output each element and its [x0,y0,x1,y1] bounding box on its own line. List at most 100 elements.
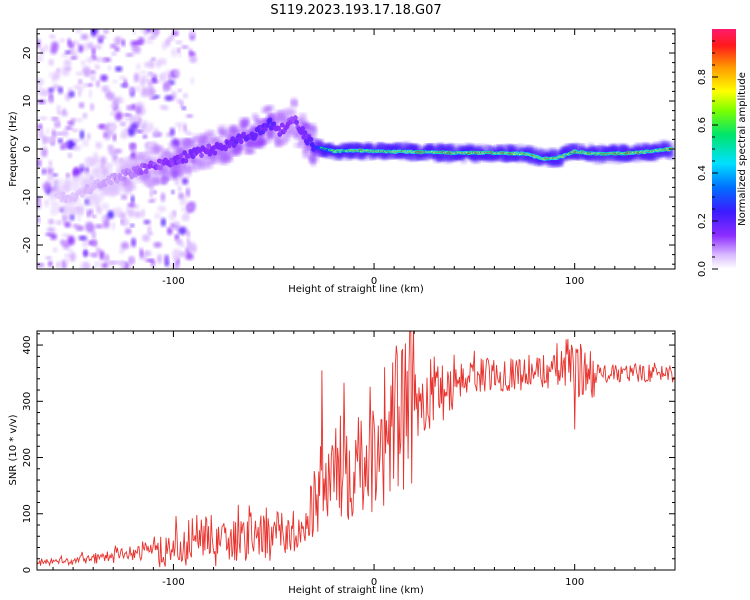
noise-blob [71,128,79,133]
noise-blob [129,256,135,264]
halo-blob [214,137,224,142]
halo-blob [260,138,268,145]
noise-blob [62,107,66,115]
noise-blob [181,45,189,49]
noise-blob [121,128,128,139]
noise-blob [189,51,196,57]
noise-blob [89,252,98,257]
noise-blob [130,104,137,111]
noise-blob [61,129,69,137]
y-tick-label: -20 [22,237,33,253]
noise-blob [165,37,171,47]
noise-blob [185,253,194,261]
noise-blob [179,99,184,109]
noise-blob [149,185,155,192]
noise-blob [146,87,156,98]
noise-blob [147,74,157,78]
noise-blob [143,29,148,37]
noise-blob [82,112,88,119]
noise-blob [67,120,75,126]
noise-blob [46,167,54,175]
noise-blob [84,156,93,167]
noise-blob [102,58,107,64]
halo-blob [404,154,413,160]
noise-blob [153,241,162,248]
noise-blob [51,173,58,177]
noise-blob [95,141,102,149]
noise-blob [86,42,94,50]
ridge-blob [108,180,114,186]
noise-blob [186,205,194,210]
noise-blob [109,104,116,109]
noise-blob [81,262,91,269]
halo-blob [308,127,318,134]
noise-blob [94,56,102,63]
x-tick-label: 0 [371,577,377,588]
ridge-blob [300,125,306,132]
noise-blob [94,261,100,267]
noise-blob [88,88,92,99]
noise-blob [77,89,82,98]
noise-blob [45,256,52,260]
figure-title: S119.2023.193.17.18.G07 [270,3,441,18]
ridge-blob [122,176,127,182]
noise-blob [157,253,162,264]
noise-blob [78,44,84,53]
ridge-blob [106,175,112,181]
ridge-blob [183,158,189,164]
noise-blob [83,43,87,52]
halo-blob [172,143,178,150]
noise-blob [137,37,145,45]
ridge-blob [178,152,184,159]
halo-blob [176,146,184,153]
noise-blob [127,208,135,218]
noise-blob [154,213,161,219]
noise-blob [63,59,72,67]
noise-blob [92,214,97,218]
noise-blob [140,124,147,130]
noise-blob [40,47,45,55]
colorbar-tick-label: 0.4 [697,165,708,181]
halo-blob [85,171,92,177]
top-y-ticks: -20 -10 0 10 20 [22,33,675,265]
top-y-axis-label: Frequency (Hz) [8,111,19,187]
noise-blob [114,47,120,52]
noise-blob [48,160,53,167]
snr-frame [36,330,676,571]
noise-blob [70,118,76,122]
noise-blob [179,197,187,207]
noise-blob [186,114,193,118]
halo-blob [163,149,171,156]
noise-blob [91,230,96,240]
noise-blob [107,65,112,71]
colorbar: 0.0 0.2 0.4 0.6 0.8 Normalized spectral ampl… [697,29,748,277]
noise-blob [44,44,49,52]
noise-blob [110,111,115,116]
noise-blob [159,74,164,81]
noise-blob [139,70,147,74]
colorbar-tick-label: 0.0 [697,261,708,277]
halo-blob [145,148,152,156]
noise-blob [48,218,54,225]
noise-blob [132,47,141,54]
noise-blob [144,61,152,68]
noise-blob [189,56,198,63]
noise-blob [119,75,127,81]
y-tick-label: 200 [22,448,33,467]
ridge-blob [70,192,76,198]
noise-blob [89,102,94,112]
noise-blob [73,84,81,90]
ridge-blob [238,138,244,145]
noise-blob [100,74,108,82]
noise-blob [64,222,71,228]
noise-blob [183,211,190,221]
noise-blob [42,182,52,192]
noise-blob [107,124,116,132]
noise-blob [123,79,128,88]
halo-blob [299,113,307,121]
ridge-blob [305,140,310,146]
noise-blob [69,41,74,50]
noise-blob [142,250,152,257]
noise-blob [78,235,88,241]
halo-blob [168,142,175,149]
